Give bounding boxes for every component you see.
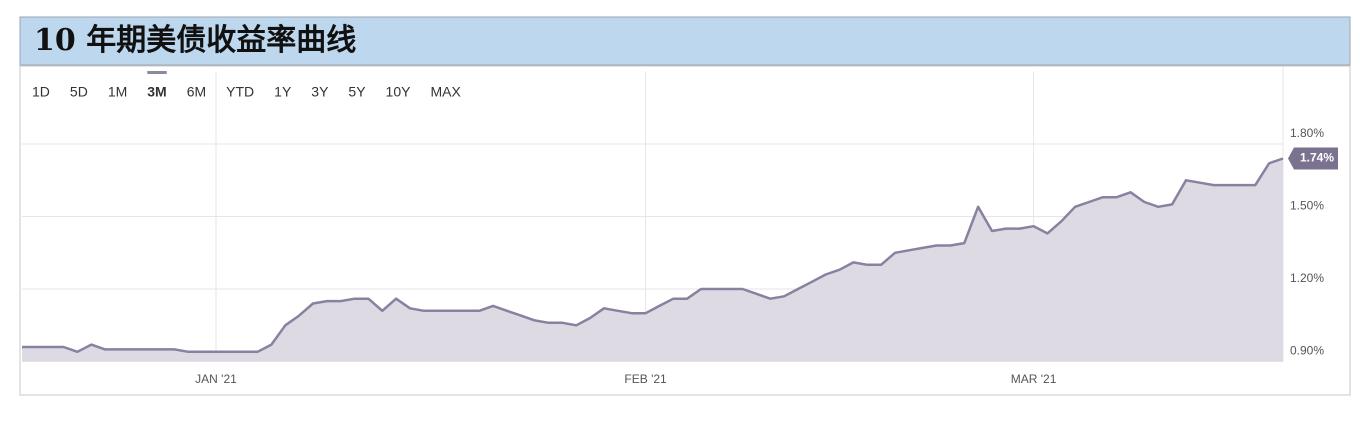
x-tick-label: JAN '21 xyxy=(195,372,237,386)
y-tick-label: 0.90% xyxy=(1290,344,1324,358)
range-button[interactable]: YTD xyxy=(226,84,254,100)
current-value-label: 1.74% xyxy=(1300,151,1334,165)
range-selected-indicator xyxy=(147,71,167,74)
chart-title: 10 年期美债收益率曲线 xyxy=(34,23,356,58)
range-button[interactable]: MAX xyxy=(430,84,461,100)
title-bar xyxy=(19,16,1351,66)
y-tick-label: 1.50% xyxy=(1290,199,1324,213)
range-button[interactable]: 1M xyxy=(108,84,127,100)
area-fill xyxy=(22,158,1283,362)
range-button[interactable]: 1D xyxy=(32,84,50,100)
x-tick-label: FEB '21 xyxy=(624,372,667,386)
range-button[interactable]: 3M xyxy=(147,84,166,100)
x-tick-label: MAR '21 xyxy=(1011,372,1057,386)
range-button[interactable]: 10Y xyxy=(386,84,412,100)
range-button[interactable]: 6M xyxy=(187,84,206,100)
line xyxy=(22,157,1284,354)
current-value-tag xyxy=(1288,147,1338,170)
range-button[interactable]: 1Y xyxy=(274,84,292,100)
range-button[interactable]: 5D xyxy=(70,84,88,100)
y-tick-label: 1.20% xyxy=(1290,271,1324,285)
range-button[interactable]: 5Y xyxy=(348,84,366,100)
range-button[interactable]: 3Y xyxy=(311,84,329,100)
y-tick-label: 1.80% xyxy=(1290,126,1324,140)
